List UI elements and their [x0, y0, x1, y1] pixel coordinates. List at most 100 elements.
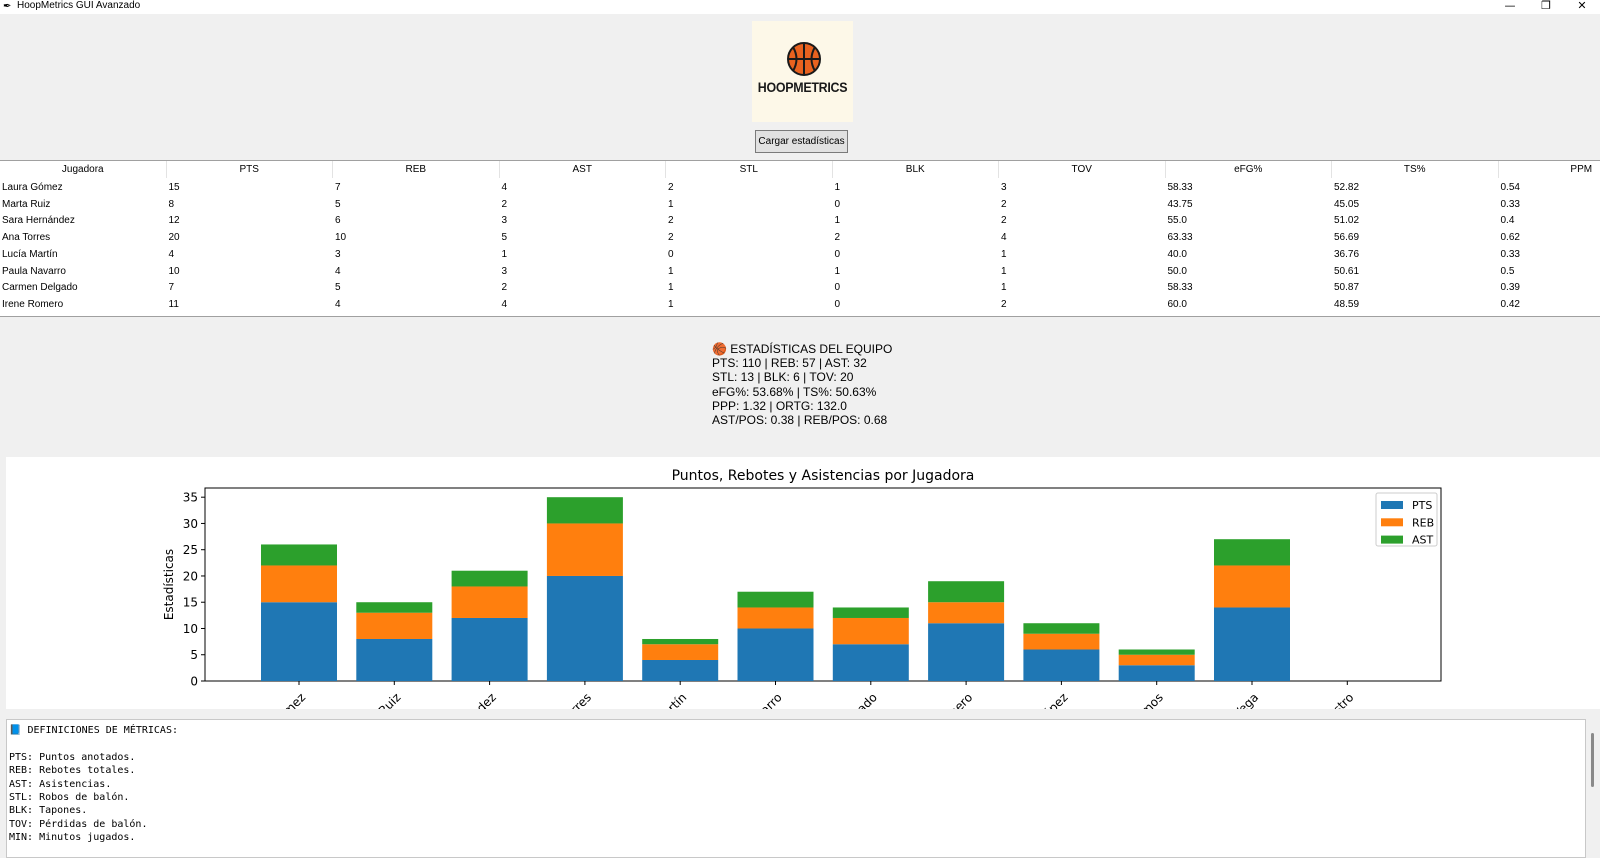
- table-cell: 2: [501, 282, 508, 294]
- table-cell: 0: [834, 298, 841, 310]
- table-cell: 2: [668, 232, 674, 244]
- table-cell: 3: [335, 248, 341, 260]
- table-cell: 4: [335, 298, 341, 310]
- bar-ast: [737, 591, 814, 608]
- chart-panel: Puntos, Rebotes y Asistencias por Jugado…: [6, 457, 1600, 721]
- definition-line: AST: Asistencias.: [9, 778, 112, 790]
- bar-ast: [261, 544, 337, 566]
- bar-reb: [451, 586, 528, 618]
- bar-reb: [356, 612, 433, 639]
- bar-pts: [356, 638, 433, 681]
- y-tick-label: 20: [183, 569, 198, 583]
- table-cell: 4: [501, 298, 508, 310]
- team-stats-line5: AST/POS: 0.38 | REB/POS: 0.68: [712, 413, 888, 428]
- table-cell: 2: [501, 198, 508, 210]
- table-cell: 0: [834, 198, 841, 210]
- bar-ast: [1118, 649, 1195, 655]
- table-cell: 4: [335, 265, 341, 277]
- bar-ast: [546, 497, 623, 524]
- table-cell: 5: [335, 282, 341, 294]
- restore-button[interactable]: ❐: [1541, 0, 1551, 12]
- column-header[interactable]: Jugadora: [0, 161, 167, 178]
- team-stats-line4: PPP: 1.32 | ORTG: 132.0: [712, 398, 847, 413]
- table-cell: Carmen Delgado: [2, 282, 78, 294]
- table-row[interactable]: Paula Navarro 10 4 3 1 1 1 50.0 50.61 0.5: [0, 263, 1600, 280]
- table-cell: 8: [168, 198, 175, 210]
- table-cell: 1: [1001, 265, 1007, 277]
- x-tick-label: nero: [946, 690, 975, 709]
- table-cell: Lucía Martín: [2, 248, 58, 260]
- table-row[interactable]: Lucía Martín 4 3 1 0 0 1 40.0 36.76 0.33: [0, 246, 1600, 263]
- table-cell: 56.69: [1334, 232, 1360, 244]
- bar-ast: [928, 581, 1005, 603]
- table-cell: 0.39: [1500, 282, 1520, 294]
- table-row[interactable]: Marta Ruiz 8 5 2 1 0 2 43.75 45.05 0.33: [0, 196, 1600, 213]
- y-axis-label: Estadísticas: [162, 549, 176, 620]
- table-cell: Paula Navarro: [2, 265, 66, 277]
- column-header[interactable]: TS%: [1332, 161, 1499, 178]
- definitions-scrollbar[interactable]: [1588, 719, 1600, 858]
- table-cell: 15: [168, 182, 180, 193]
- table-cell: 7: [168, 282, 175, 294]
- table-cell: 48.59: [1334, 298, 1360, 310]
- table-cell: 2: [1001, 215, 1007, 227]
- table-row[interactable]: Irene Romero 11 4 4 1 0 2 60.0 48.59 0.42: [0, 296, 1600, 313]
- table-cell: 0.4: [1500, 215, 1515, 227]
- bar-reb: [642, 644, 719, 660]
- hoopmetrics-logo: HOOPMETRICS: [752, 21, 853, 122]
- table-cell: 12: [168, 215, 180, 227]
- player-stats-table[interactable]: Jugadora PTS REB AST STL BLK TOV eFG% TS% PPM Lau…: [0, 160, 1600, 317]
- table-cell: 3: [1001, 182, 1007, 193]
- metrics-definitions-text[interactable]: 📘 DEFINICIONES DE MÉTRICAS: PTS: Puntos a…: [6, 719, 1586, 858]
- load-stats-button[interactable]: Cargar estadísticas: [755, 130, 848, 153]
- table-cell: Irene Romero: [2, 298, 64, 310]
- table-cell: 1: [834, 265, 841, 277]
- table-cell: 51.02: [1334, 215, 1360, 227]
- scrollbar-thumb[interactable]: [1591, 733, 1594, 787]
- table-cell: 0.42: [1500, 298, 1520, 310]
- table-cell: 10: [168, 265, 180, 277]
- column-header[interactable]: TOV: [999, 161, 1166, 178]
- table-cell: 20: [168, 232, 180, 244]
- column-header[interactable]: STL: [666, 161, 833, 178]
- column-header[interactable]: PPM: [1499, 161, 1600, 178]
- x-tick-label: arro: [758, 690, 785, 709]
- bar-pts: [546, 575, 623, 681]
- team-stats-line1: PTS: 110 | REB: 57 | AST: 32: [712, 356, 867, 371]
- y-tick-label: 5: [190, 648, 198, 662]
- table-cell: 1: [1001, 248, 1007, 260]
- table-cell: 0: [834, 248, 841, 260]
- table-row[interactable]: Laura Gómez 15 7 4 2 1 3 58.33 52.82 0.54: [0, 179, 1600, 196]
- y-tick-label: 15: [183, 596, 198, 610]
- bar-pts: [737, 628, 814, 681]
- app-feather-icon: ✒: [3, 1, 12, 12]
- y-tick-label: 25: [183, 543, 198, 557]
- close-button[interactable]: ✕: [1577, 0, 1587, 12]
- x-tick-label: mos: [1138, 690, 1166, 709]
- table-cell: Sara Hernández: [2, 215, 75, 227]
- table-row[interactable]: Carmen Delgado 7 5 2 1 0 1 58.33 50.87 0.39: [0, 279, 1600, 296]
- column-header[interactable]: BLK: [833, 161, 999, 178]
- column-header[interactable]: REB: [333, 161, 500, 178]
- ball-emoji-icon: 🏀: [712, 342, 727, 356]
- bar-ast: [451, 570, 528, 587]
- table-cell: 1: [501, 248, 508, 260]
- table-row[interactable]: Ana Torres 20 10 5 2 2 4 63.33 56.69 0.62: [0, 229, 1600, 246]
- table-cell: 1: [668, 265, 674, 277]
- table-cell: 2: [1001, 198, 1007, 210]
- bar-ast: [356, 602, 433, 613]
- column-header[interactable]: eFG%: [1166, 161, 1332, 178]
- table-row[interactable]: Sara Hernández 12 6 3 2 1 2 55.0 51.02 0.4: [0, 212, 1600, 229]
- bar-pts: [1118, 665, 1195, 681]
- table-cell: 2: [1001, 298, 1007, 310]
- table-cell: 50.0: [1167, 265, 1187, 277]
- minimize-button[interactable]: —: [1504, 0, 1516, 12]
- bar-reb: [928, 602, 1005, 624]
- definition-line: TOV: Pérdidas de balón.: [9, 818, 148, 830]
- column-header[interactable]: PTS: [167, 161, 333, 178]
- team-stats-panel: 🏀 ESTADÍSTICAS DEL EQUIPO PTS: 110 | REB…: [712, 342, 892, 427]
- column-header[interactable]: AST: [500, 161, 666, 178]
- table-cell: 7: [335, 182, 341, 193]
- y-tick-label: 0: [190, 675, 198, 689]
- x-tick-label: Vega: [1230, 690, 1261, 709]
